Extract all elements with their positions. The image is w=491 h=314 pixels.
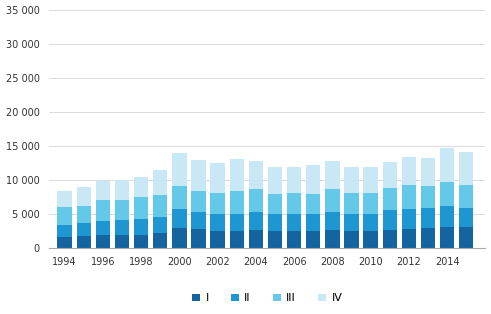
Bar (363, 167, 378, 193)
Bar (344, 231, 359, 248)
Bar (440, 227, 454, 248)
Bar (96, 181, 110, 200)
Bar (421, 208, 435, 228)
Bar (421, 228, 435, 248)
Bar (325, 212, 340, 230)
Bar (230, 214, 244, 231)
Bar (344, 167, 359, 193)
Bar (134, 198, 148, 219)
Bar (211, 214, 225, 231)
Bar (402, 229, 416, 248)
Bar (172, 209, 187, 228)
Bar (211, 193, 225, 214)
Bar (211, 231, 225, 248)
Bar (249, 212, 263, 230)
Bar (57, 225, 72, 237)
Bar (57, 237, 72, 248)
Bar (96, 220, 110, 235)
Bar (268, 194, 282, 214)
Bar (77, 223, 91, 236)
Bar (382, 162, 397, 188)
Bar (57, 207, 72, 225)
Bar (306, 165, 321, 194)
Bar (77, 206, 91, 223)
Bar (77, 236, 91, 248)
Bar (440, 148, 454, 182)
Bar (344, 193, 359, 214)
Bar (382, 210, 397, 230)
Bar (134, 177, 148, 198)
Bar (191, 160, 206, 191)
Bar (249, 230, 263, 248)
Bar (191, 191, 206, 212)
Bar (382, 188, 397, 210)
Bar (402, 185, 416, 209)
Bar (402, 157, 416, 185)
Bar (153, 217, 167, 233)
Bar (382, 230, 397, 248)
Bar (115, 200, 129, 220)
Bar (211, 163, 225, 193)
Bar (306, 194, 321, 214)
Bar (459, 208, 473, 227)
Bar (287, 193, 301, 214)
Bar (306, 214, 321, 231)
Bar (57, 191, 72, 207)
Bar (134, 235, 148, 248)
Bar (172, 153, 187, 187)
Bar (363, 214, 378, 231)
Bar (115, 220, 129, 235)
Bar (153, 233, 167, 248)
Bar (363, 231, 378, 248)
Bar (421, 186, 435, 208)
Bar (172, 187, 187, 209)
Bar (249, 161, 263, 189)
Bar (96, 200, 110, 220)
Bar (325, 161, 340, 188)
Bar (172, 228, 187, 248)
Bar (115, 180, 129, 200)
Bar (115, 235, 129, 248)
Bar (440, 182, 454, 206)
Bar (344, 214, 359, 231)
Bar (459, 185, 473, 208)
Bar (249, 189, 263, 212)
Bar (77, 187, 91, 206)
Bar (325, 188, 340, 212)
Bar (421, 158, 435, 186)
Bar (96, 235, 110, 248)
Bar (363, 193, 378, 214)
Bar (153, 170, 167, 195)
Bar (268, 214, 282, 231)
Bar (287, 214, 301, 231)
Bar (440, 206, 454, 227)
Bar (287, 231, 301, 248)
Bar (153, 195, 167, 217)
Bar (287, 167, 301, 193)
Bar (230, 231, 244, 248)
Bar (191, 229, 206, 248)
Bar (191, 212, 206, 229)
Bar (459, 227, 473, 248)
Bar (402, 209, 416, 229)
Bar (134, 219, 148, 235)
Legend: I, II, III, IV: I, II, III, IV (188, 289, 347, 308)
Bar (268, 167, 282, 194)
Bar (268, 231, 282, 248)
Bar (230, 191, 244, 214)
Bar (230, 159, 244, 191)
Bar (325, 230, 340, 248)
Bar (306, 231, 321, 248)
Bar (459, 152, 473, 185)
